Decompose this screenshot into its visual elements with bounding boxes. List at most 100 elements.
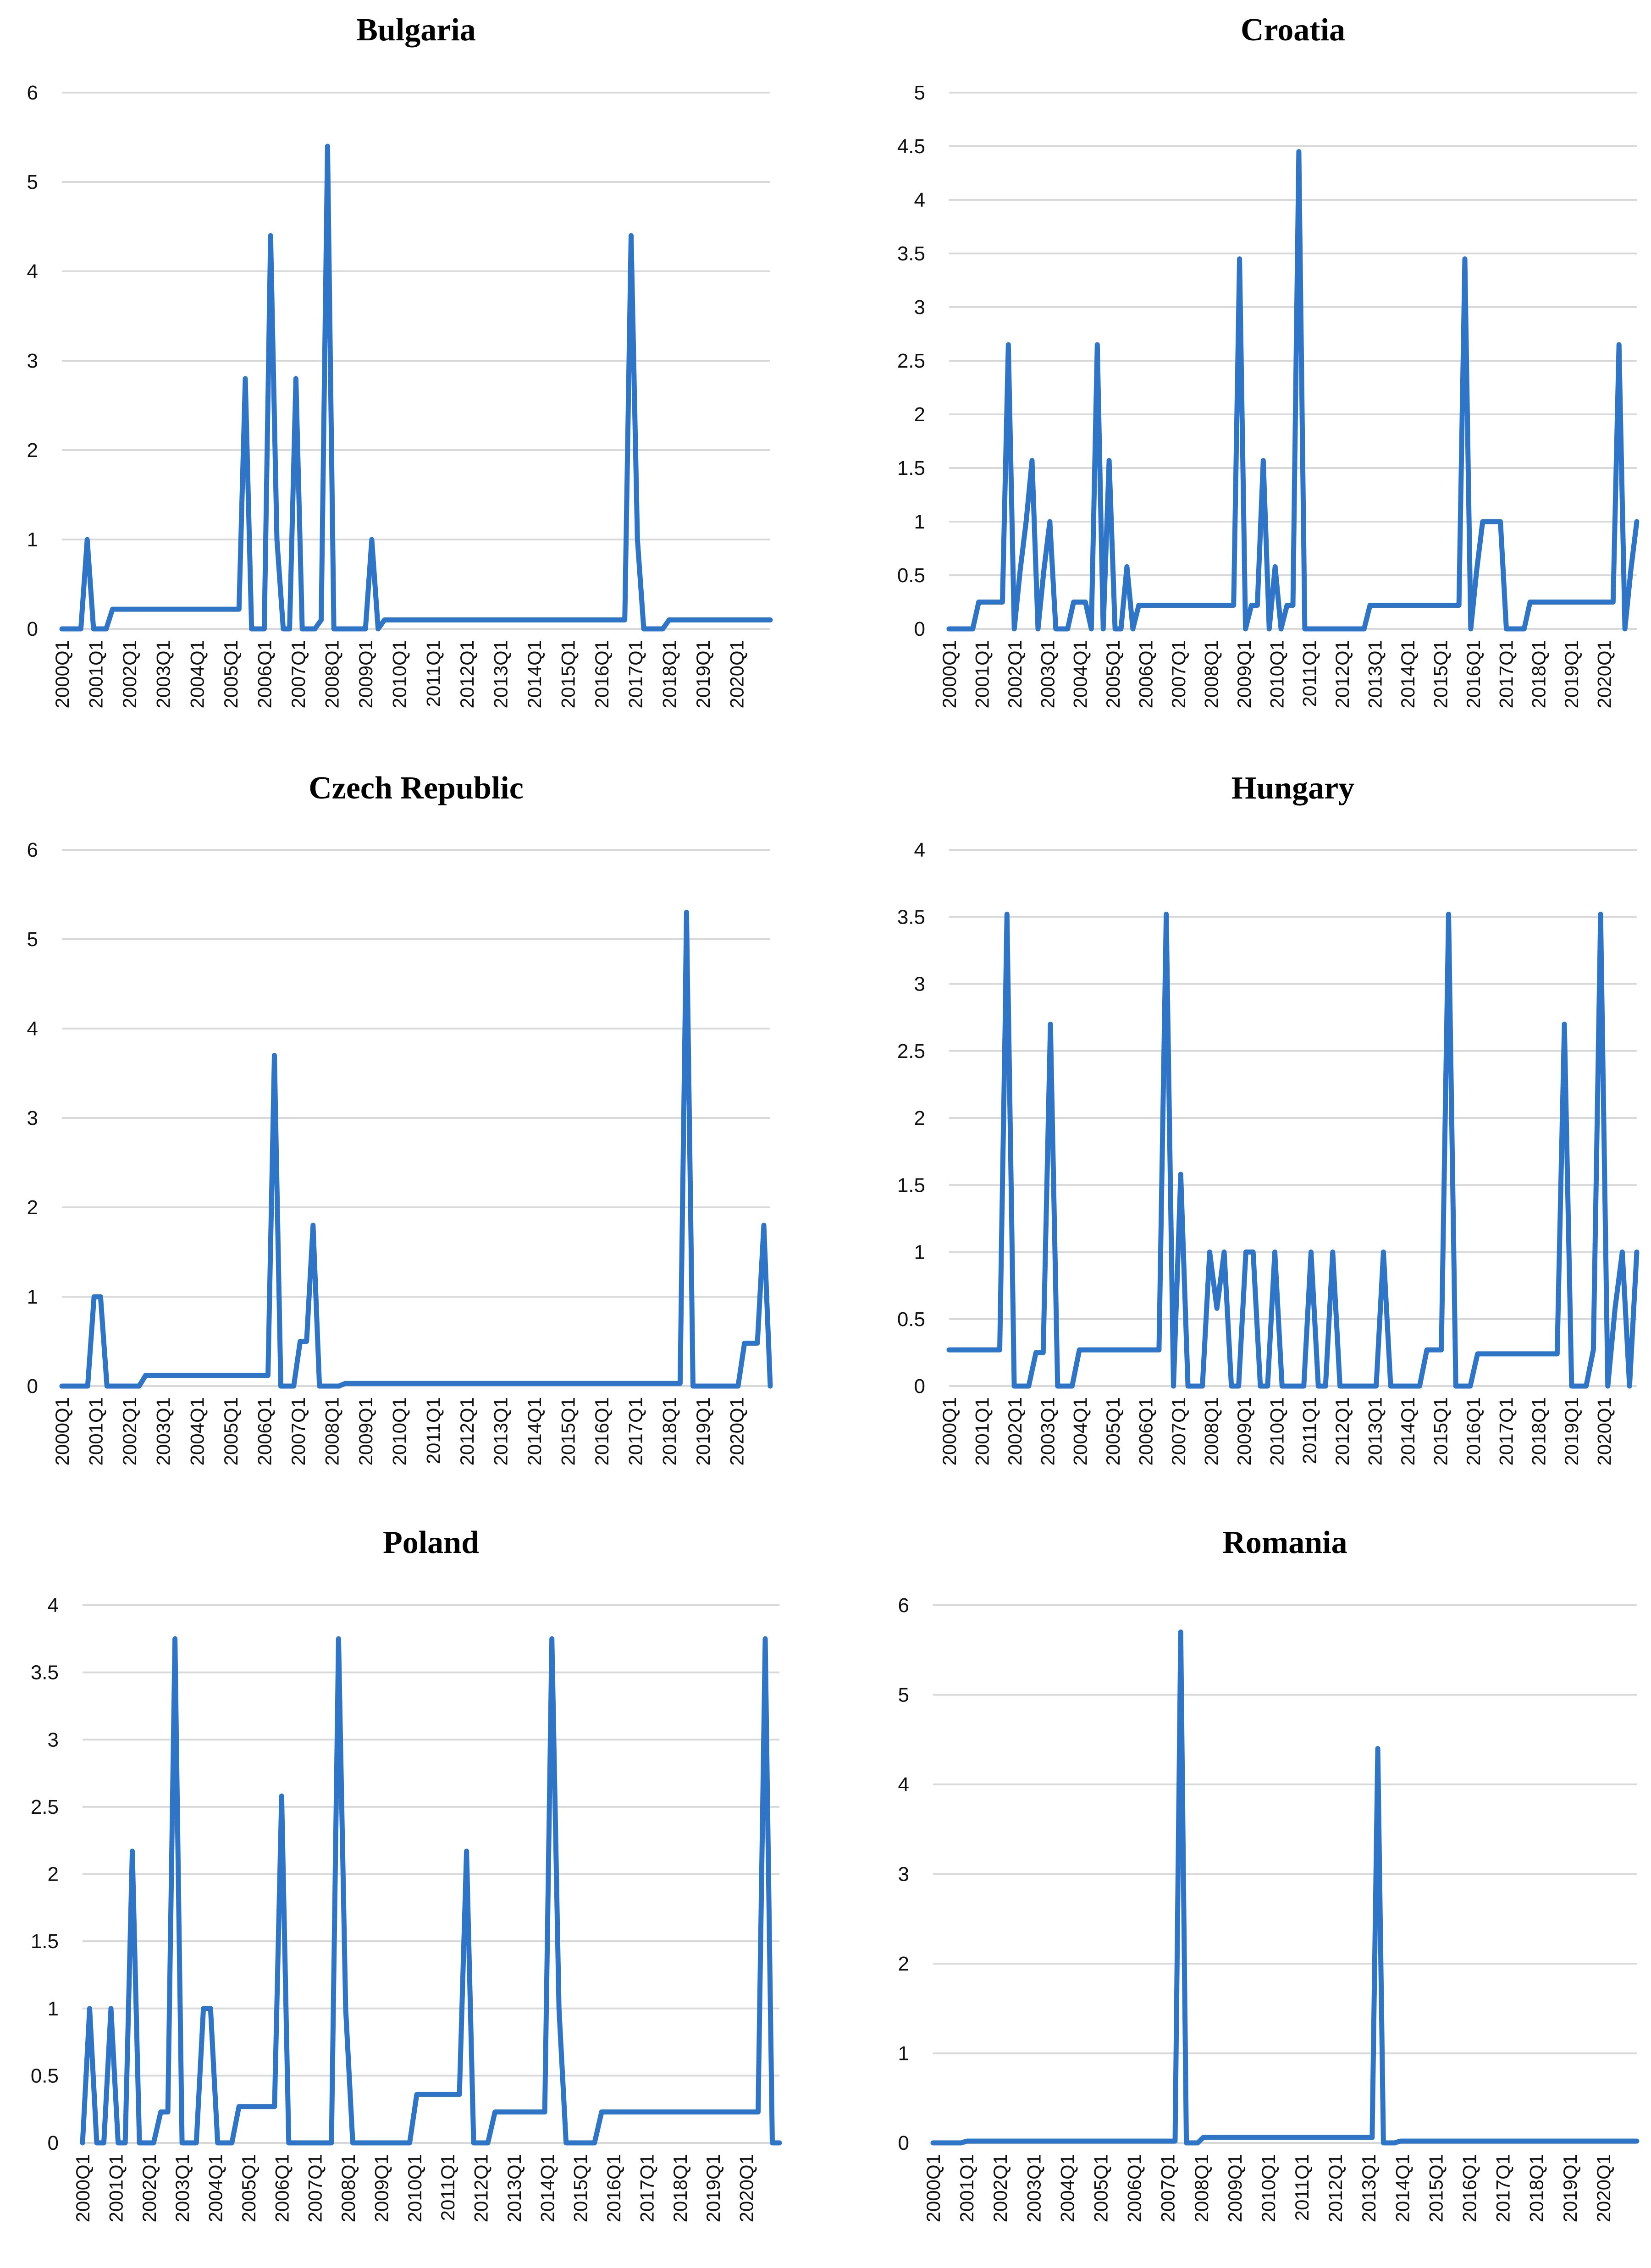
x-tick-label: 2018Q1 xyxy=(669,2154,691,2222)
y-tick-label: 3 xyxy=(914,973,925,996)
x-tick-label: 2003Q1 xyxy=(1037,640,1058,708)
y-tick-label: 1 xyxy=(914,511,925,533)
x-tick-label: 2003Q1 xyxy=(1023,2154,1044,2222)
x-tick-label: 2008Q1 xyxy=(1191,2154,1212,2222)
x-tick-label: 2017Q1 xyxy=(625,1397,646,1465)
x-tick-label: 2009Q1 xyxy=(1233,1397,1255,1465)
y-tick-label: 4 xyxy=(27,1018,38,1040)
y-tick-label: 4.5 xyxy=(897,135,925,158)
x-tick-label: 2001Q1 xyxy=(971,1397,993,1465)
y-tick-label: 1 xyxy=(27,528,38,551)
y-tick-label: 1.5 xyxy=(897,1174,925,1196)
x-tick-label: 2013Q1 xyxy=(490,640,511,708)
x-tick-label: 2007Q1 xyxy=(304,2154,326,2222)
x-tick-label: 2011Q1 xyxy=(1291,2154,1313,2221)
y-tick-label: 2 xyxy=(914,403,925,426)
x-tick-label: 2005Q1 xyxy=(1102,640,1124,708)
y-tick-label: 2 xyxy=(27,439,38,462)
x-tick-label: 2015Q1 xyxy=(570,2154,591,2222)
y-tick-label: 1 xyxy=(48,1998,59,2020)
y-tick-label: 0.5 xyxy=(897,564,925,587)
x-tick-label: 2001Q1 xyxy=(971,640,993,708)
x-tick-label: 2002Q1 xyxy=(119,1397,140,1465)
y-tick-label: 2.5 xyxy=(897,1040,925,1062)
x-tick-label: 2013Q1 xyxy=(503,2154,525,2222)
x-tick-label: 2009Q1 xyxy=(355,640,376,708)
x-tick-label: 2012Q1 xyxy=(456,1397,478,1465)
x-tick-label: 2011Q1 xyxy=(1299,1397,1320,1464)
y-tick-label: 3.5 xyxy=(31,1662,59,1684)
x-tick-label: 2003Q1 xyxy=(171,2154,193,2222)
y-tick-label: 3 xyxy=(48,1729,59,1751)
y-tick-label: 3 xyxy=(27,350,38,372)
y-tick-label: 1 xyxy=(914,1241,925,1264)
y-tick-label: 5 xyxy=(27,928,38,951)
x-tick-label: 2014Q1 xyxy=(536,2154,558,2222)
y-tick-label: 4 xyxy=(27,260,38,283)
x-tick-label: 2019Q1 xyxy=(692,1397,714,1465)
x-tick-label: 2000Q1 xyxy=(922,2154,944,2222)
x-tick-label: 2001Q1 xyxy=(85,1397,107,1465)
y-tick-label: 6 xyxy=(27,82,38,104)
x-tick-label: 2011Q1 xyxy=(1299,640,1320,707)
x-tick-label: 2009Q1 xyxy=(1233,640,1255,708)
x-tick-label: 2000Q1 xyxy=(939,640,960,708)
x-tick-label: 2015Q1 xyxy=(1430,640,1451,708)
x-tick-label: 2011Q1 xyxy=(437,2154,458,2221)
x-tick-label: 2013Q1 xyxy=(1364,640,1386,708)
series-line xyxy=(59,910,773,1389)
y-tick-label: 6 xyxy=(27,839,38,861)
y-tick-label: 2.5 xyxy=(897,350,925,372)
chart-panel-poland: Poland 0 0.5 1 1.5 2 2.5 3 3.5 4 2000Q1 2001Q1 2002Q… xyxy=(31,1525,782,2222)
x-tick-label: 2006Q1 xyxy=(1135,640,1157,708)
x-tick-label: 2008Q1 xyxy=(1200,640,1222,708)
x-tick-label: 2005Q1 xyxy=(1102,1397,1124,1465)
x-tick-label: 2014Q1 xyxy=(524,1397,545,1465)
x-tick-label: 2017Q1 xyxy=(636,2154,658,2222)
x-tick-label: 2005Q1 xyxy=(220,1397,242,1465)
x-tick-label: 2007Q1 xyxy=(287,1397,309,1465)
y-tick-label: 0.5 xyxy=(31,2064,59,2087)
y-tick-label: 6 xyxy=(898,1594,909,1617)
x-tick-label: 2018Q1 xyxy=(1528,1397,1550,1465)
x-tick-label: 2008Q1 xyxy=(321,1397,343,1465)
x-tick-label: 2014Q1 xyxy=(1397,640,1419,708)
x-tick-label: 2002Q1 xyxy=(138,2154,160,2222)
x-tick-label: 2001Q1 xyxy=(956,2154,977,2222)
x-tick-label: 2001Q1 xyxy=(105,2154,127,2222)
x-tick-label: 2019Q1 xyxy=(1561,640,1582,708)
x-tick-label: 2012Q1 xyxy=(1325,2154,1346,2222)
x-tick-label: 2006Q1 xyxy=(1135,1397,1157,1465)
x-tick-label: 2007Q1 xyxy=(287,640,309,708)
x-tick-label: 2010Q1 xyxy=(1266,640,1287,708)
chart-panel-croatia: Croatia 0 0.5 1 1.5 2 2.5 3 3.5 4 4.5 5 2000Q1 2001Q1… xyxy=(897,12,1640,708)
x-tick-label: 2012Q1 xyxy=(470,2154,492,2222)
x-tick-label: 2001Q1 xyxy=(85,640,107,708)
x-tick-label: 2015Q1 xyxy=(1425,2154,1447,2222)
x-tick-label: 2018Q1 xyxy=(1528,640,1550,708)
x-tick-label: 2019Q1 xyxy=(1561,1397,1582,1465)
x-tick-label: 2006Q1 xyxy=(254,1397,275,1465)
y-tick-label: 5 xyxy=(27,171,38,193)
y-tick-label: 5 xyxy=(914,82,925,104)
x-tick-label: 2006Q1 xyxy=(271,2154,293,2222)
y-tick-label: 3 xyxy=(27,1107,38,1129)
x-tick-label: 2000Q1 xyxy=(51,640,73,708)
x-tick-label: 2000Q1 xyxy=(72,2154,94,2222)
x-tick-label: 2014Q1 xyxy=(1397,1397,1419,1465)
x-tick-label: 2004Q1 xyxy=(186,1397,208,1465)
x-tick-label: 2020Q1 xyxy=(726,640,747,708)
x-tick-label: 2007Q1 xyxy=(1157,2154,1179,2222)
series-line xyxy=(946,149,1640,632)
x-tick-label: 2002Q1 xyxy=(1004,1397,1026,1465)
x-tick-label: 2005Q1 xyxy=(220,640,242,708)
x-tick-label: 2002Q1 xyxy=(119,640,140,708)
y-tick-label: 4 xyxy=(914,839,925,861)
y-tick-label: 2 xyxy=(914,1107,925,1129)
chart-panel-romania: Romania 0 1 2 3 4 5 6 2000Q1 2001Q1 2002Q1 2003Q1 20… xyxy=(898,1525,1640,2222)
x-tick-label: 2018Q1 xyxy=(658,640,680,708)
x-tick-label: 2017Q1 xyxy=(1495,1397,1517,1465)
x-tick-label: 2018Q1 xyxy=(658,1397,680,1465)
x-tick-label: 2020Q1 xyxy=(726,1397,747,1465)
